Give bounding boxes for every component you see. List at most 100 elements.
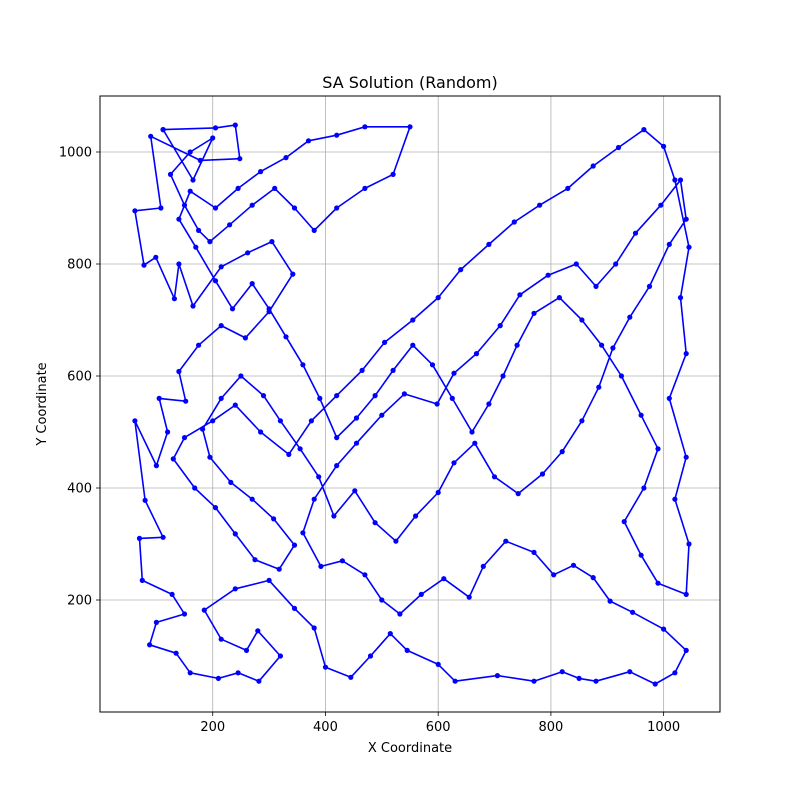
city-point xyxy=(387,631,393,637)
city-point xyxy=(218,264,224,270)
city-point xyxy=(480,563,486,570)
city-point xyxy=(147,642,153,648)
city-point xyxy=(192,485,198,491)
city-point xyxy=(570,562,577,568)
city-point xyxy=(393,538,399,544)
city-point xyxy=(452,678,458,684)
city-point xyxy=(277,418,283,424)
city-point xyxy=(686,244,692,250)
city-point xyxy=(353,415,360,421)
city-point xyxy=(683,454,689,460)
city-point xyxy=(232,531,238,537)
city-point xyxy=(197,157,203,163)
city-point xyxy=(641,127,647,133)
y-tick-label: 400 xyxy=(67,482,92,497)
city-point xyxy=(491,474,498,480)
city-point xyxy=(207,239,213,245)
city-point xyxy=(672,177,678,183)
city-point xyxy=(661,626,667,632)
city-point xyxy=(187,149,193,155)
city-point xyxy=(607,598,613,604)
city-point xyxy=(531,678,537,684)
city-point xyxy=(677,177,684,183)
city-point xyxy=(500,373,506,379)
city-point xyxy=(559,449,565,455)
city-point xyxy=(317,395,323,401)
city-point xyxy=(573,261,579,267)
city-point xyxy=(466,594,472,600)
city-point xyxy=(235,670,241,676)
city-point xyxy=(153,463,159,469)
city-point xyxy=(362,572,368,578)
city-point xyxy=(615,144,622,151)
city-point xyxy=(252,557,258,563)
city-point xyxy=(458,267,464,273)
y-tick-label: 200 xyxy=(67,594,92,609)
city-point xyxy=(245,250,251,256)
x-tick-label: 600 xyxy=(426,720,451,735)
city-point xyxy=(596,384,602,390)
city-point xyxy=(627,314,633,320)
city-point xyxy=(683,647,689,654)
city-point xyxy=(686,541,692,547)
x-tick-label: 1000 xyxy=(647,720,680,735)
city-point xyxy=(655,580,661,586)
city-point xyxy=(511,219,517,225)
city-point xyxy=(517,292,523,298)
city-point xyxy=(269,239,275,245)
city-point xyxy=(613,261,619,267)
city-point xyxy=(171,296,177,302)
city-point xyxy=(237,156,243,162)
city-point xyxy=(238,373,244,379)
city-point xyxy=(249,496,255,502)
city-point xyxy=(379,597,385,603)
city-point xyxy=(212,505,219,511)
city-point xyxy=(165,429,171,435)
city-point xyxy=(181,202,188,208)
city-point xyxy=(187,670,193,676)
city-point xyxy=(196,342,202,348)
city-point xyxy=(473,351,480,357)
city-point xyxy=(318,563,324,570)
city-point xyxy=(661,143,667,149)
city-point xyxy=(158,205,164,211)
city-point xyxy=(515,491,521,497)
city-point xyxy=(311,496,317,502)
city-point xyxy=(404,647,410,654)
city-point xyxy=(176,368,182,375)
city-point xyxy=(255,628,261,634)
city-point xyxy=(359,367,365,373)
city-point xyxy=(658,202,664,208)
city-point xyxy=(641,485,647,491)
city-point xyxy=(353,440,360,446)
y-tick-label: 800 xyxy=(67,258,92,273)
city-point xyxy=(401,391,407,397)
city-point xyxy=(537,202,543,208)
x-tick-label: 200 xyxy=(200,720,225,735)
city-point xyxy=(352,488,358,494)
city-point xyxy=(190,177,196,183)
city-point xyxy=(593,678,599,684)
city-point xyxy=(308,418,314,424)
city-point xyxy=(410,342,416,348)
city-point xyxy=(212,278,219,284)
city-point xyxy=(258,429,264,435)
y-tick-label: 600 xyxy=(67,370,92,385)
city-point xyxy=(183,398,189,404)
city-point xyxy=(413,513,419,519)
city-point xyxy=(494,673,500,679)
city-point xyxy=(593,283,599,289)
city-point xyxy=(201,607,207,613)
city-point xyxy=(579,317,585,323)
city-point xyxy=(672,496,678,502)
city-point xyxy=(181,435,188,441)
city-point xyxy=(200,426,206,432)
city-point xyxy=(277,653,283,659)
ticks: 200 400 600 800 1000 200 400 600 800 1000 xyxy=(59,146,680,736)
city-point xyxy=(434,401,440,407)
city-point xyxy=(514,342,520,348)
city-point xyxy=(300,530,306,536)
city-point xyxy=(362,185,368,191)
